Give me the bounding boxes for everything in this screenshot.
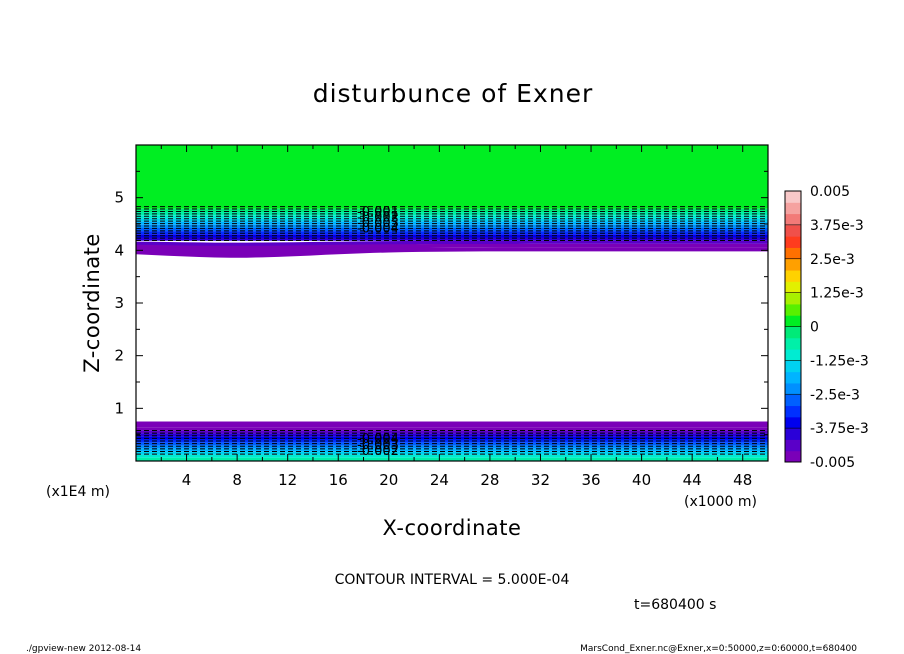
colorbar-swatch: [785, 394, 801, 407]
axis-ticks: [136, 145, 768, 461]
colorbar-swatch: [785, 439, 801, 452]
colorbar-swatch: [785, 371, 801, 384]
chart-title: disturbunce of Exner: [313, 79, 594, 108]
colorbar-swatch: [785, 202, 801, 215]
colorbar-swatch: [785, 281, 801, 294]
colorbar-swatch: [785, 450, 801, 463]
colorbar-swatch: [785, 360, 801, 373]
fill-lower-band: [136, 457, 768, 461]
x-tick-label: 44: [683, 471, 702, 489]
colorbar-label: 0: [810, 320, 819, 336]
footer-left: ./gpview-new 2012-08-14: [26, 644, 141, 654]
colorbar-swatch: [785, 270, 801, 282]
footer-right: MarsCond_Exner.nc@Exner,x=0:50000,z=0:60…: [580, 644, 857, 654]
y-tick-labels: 1 2 3 4 5: [114, 189, 124, 418]
colorbar: 0.005 3.75e-3 2.5e-3 1.25e-3 0 -1.25e-3 -2.5e-…: [784, 184, 869, 471]
fill-lower-band: [136, 421, 768, 428]
colorbar-swatch: [785, 382, 801, 395]
colorbar-swatch: [785, 416, 801, 429]
fill-lower-band: [136, 454, 768, 458]
contour-label-upper: -0.002: [357, 211, 399, 226]
colorbar-label: 2.5e-3: [810, 252, 855, 268]
x-tick-label: 4: [182, 471, 192, 489]
x-tick-label: 36: [581, 471, 600, 489]
colorbar-swatches: [785, 191, 801, 463]
x-tick-label: 32: [531, 471, 550, 489]
x-tick-label: 20: [379, 471, 398, 489]
x-unit-label: (x1000 m): [684, 494, 757, 510]
x-tick-labels: 4 8 12 16 20 24 28 32 36 40 44 48: [182, 471, 752, 489]
x-tick-label: 40: [632, 471, 651, 489]
contour-label-upper: -0.001: [357, 205, 399, 220]
colorbar-swatch: [785, 315, 801, 327]
x-tick-label: 12: [278, 471, 297, 489]
colorbar-swatch: [785, 258, 801, 271]
colorbar-label: 3.75e-3: [810, 218, 864, 234]
fill-upper-band: [136, 205, 768, 209]
x-axis-label: X-coordinate: [383, 516, 522, 540]
x-tick-label: 24: [430, 471, 449, 489]
contour-interval-text: CONTOUR INTERVAL = 5.000E-04: [335, 572, 570, 588]
contour-label-lower: -0.004: [357, 432, 399, 447]
colorbar-swatch: [785, 236, 801, 248]
colorbar-swatch: [785, 224, 801, 237]
fill-lower-band: [136, 427, 768, 431]
fill-upper: [136, 145, 768, 207]
colorbar-swatch: [785, 247, 801, 260]
y-tick-label: 3: [114, 294, 124, 312]
colorbar-label: -2.5e-3: [810, 387, 860, 403]
x-tick-label: 16: [329, 471, 348, 489]
contour-lines: [136, 206, 768, 455]
contour-label-lower: -0.002: [357, 444, 399, 459]
colorbar-label: -3.75e-3: [810, 421, 869, 437]
contour-label-upper: -0.004: [357, 222, 399, 237]
fill-upper-band: [136, 247, 768, 258]
colorbar-swatch: [785, 292, 801, 305]
colorbar-swatch: [785, 191, 801, 203]
colorbar-swatch: [785, 428, 801, 440]
contour-label-upper: -0.003: [357, 216, 399, 231]
colorbar-label: -1.25e-3: [810, 353, 869, 369]
time-text: t=680400 s: [634, 597, 716, 613]
colorbar-swatch: [785, 337, 801, 350]
x-tick-label: 8: [232, 471, 242, 489]
y-tick-label: 5: [114, 189, 124, 207]
x-tick-label: 28: [480, 471, 499, 489]
fill-upper-band: [136, 231, 768, 235]
contour-label-lower: -0.003: [357, 438, 399, 453]
y-unit-label: (x1E4 m): [46, 484, 110, 500]
y-tick-label: 4: [114, 241, 124, 259]
y-axis-label: Z-coordinate: [80, 233, 104, 373]
colorbar-label: 1.25e-3: [810, 286, 864, 302]
y-tick-label: 1: [114, 399, 124, 417]
colorbar-swatch: [785, 349, 801, 361]
colorbar-labels: 0.005 3.75e-3 2.5e-3 1.25e-3 0 -1.25e-3 -2.5e-…: [785, 184, 869, 471]
colorbar-swatch: [785, 303, 801, 316]
colorbar-swatch: [785, 405, 801, 418]
colorbar-swatch: [785, 213, 801, 226]
colorbar-label: -0.005: [810, 455, 855, 471]
contour-fills: [136, 145, 768, 461]
plot-area: -0.001-0.002-0.003-0.004-0.004-0.003-0.0…: [135, 144, 769, 462]
colorbar-label: 0.005: [810, 184, 850, 200]
x-tick-label: 48: [733, 471, 752, 489]
colorbar-swatch: [785, 326, 801, 339]
y-tick-label: 2: [114, 347, 124, 365]
